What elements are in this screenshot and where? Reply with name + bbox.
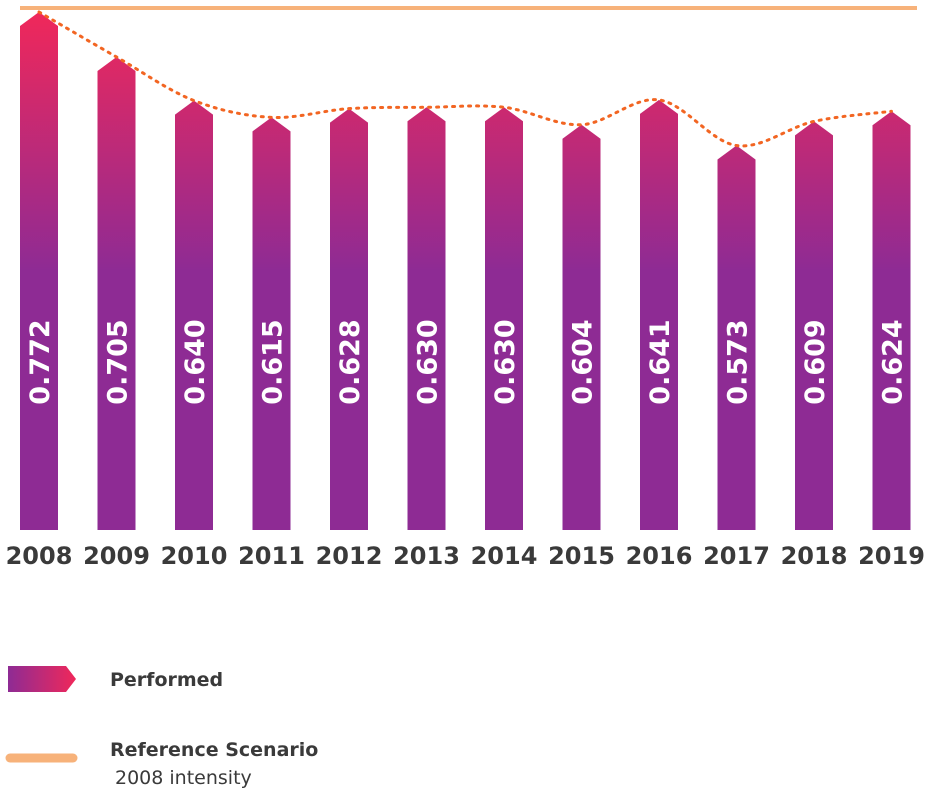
bar-value-2008: 0.772: [25, 319, 56, 404]
bar-2008: [20, 12, 58, 530]
year-label-2017: 2017: [703, 542, 770, 570]
year-labels-group: 2008 2009 2010 2011 2012 2013 2014 2015 2016 2017…: [6, 542, 925, 570]
legend-performed-label: Performed: [110, 669, 223, 691]
year-label-2010: 2010: [161, 542, 228, 570]
bars-group: [20, 12, 911, 531]
bar-2019: [872, 111, 911, 531]
year-label-2015: 2015: [548, 542, 615, 570]
year-label-2011: 2011: [238, 542, 305, 570]
bar-2018: [795, 121, 833, 530]
bar-value-2009: 0.705: [103, 319, 134, 404]
year-label-2009: 2009: [83, 542, 150, 570]
year-label-2019: 2019: [858, 542, 925, 570]
year-label-2008: 2008: [6, 542, 73, 570]
year-label-2018: 2018: [781, 542, 848, 570]
bar-2009: [97, 56, 136, 530]
bar-value-2013: 0.630: [413, 319, 444, 404]
bar-value-2011: 0.615: [258, 319, 289, 404]
year-label-2016: 2016: [626, 542, 693, 570]
bar-value-2016: 0.641: [645, 319, 676, 404]
bar-value-2014: 0.630: [490, 319, 521, 404]
bar-value-2017: 0.573: [723, 319, 754, 404]
year-label-2014: 2014: [471, 542, 538, 570]
bar-2016: [640, 99, 678, 531]
legend-reference-note: 2008 intensity: [115, 767, 252, 789]
year-label-2012: 2012: [316, 542, 383, 570]
bar-2013: [407, 107, 446, 531]
bar-value-2018: 0.609: [800, 319, 831, 404]
trend-line: [37, 10, 893, 148]
bar-2012: [330, 108, 368, 530]
bar-value-2015: 0.604: [568, 319, 599, 404]
year-label-2013: 2013: [393, 542, 460, 570]
legend-reference-label: Reference Scenario: [110, 739, 318, 761]
bar-2014: [485, 107, 523, 531]
bar-value-2019: 0.624: [878, 319, 909, 404]
bar-2010: [175, 100, 213, 530]
bar-value-2012: 0.628: [335, 319, 366, 404]
legend-performed-swatch: [8, 666, 76, 692]
bar-value-2010: 0.640: [180, 319, 211, 404]
bar-2017: [717, 145, 756, 530]
value-labels-group: 0.772 0.705 0.640 0.615 0.628 0.630 0.630 0.604…: [25, 319, 909, 404]
bar-2011: [252, 117, 291, 531]
bar-2015: [562, 124, 601, 530]
legend: Performed Reference Scenario 2008 intens…: [5, 666, 318, 789]
